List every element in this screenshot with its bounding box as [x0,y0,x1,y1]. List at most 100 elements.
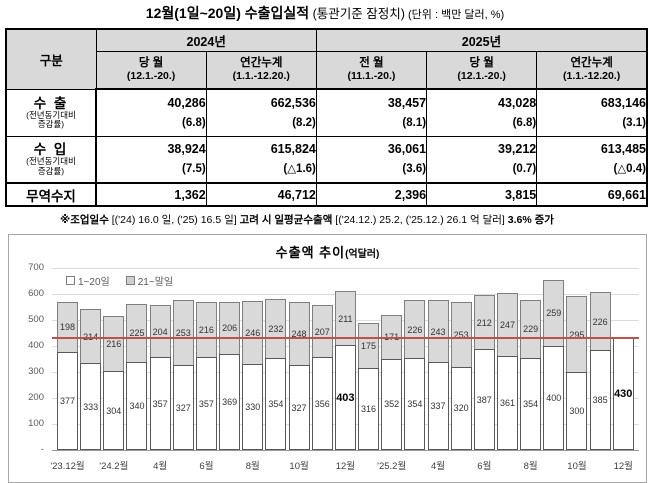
gridline [52,268,639,269]
bar-segment-1-20: 357 [149,357,171,450]
footnote-part-1: ※조업일수 [60,214,112,226]
bar-segment-21-end: 253 [450,302,472,368]
bar-segment-1-20: 327 [288,365,310,450]
exports-2025-month: 43,028 (6.8) [426,88,538,137]
bar-segment-21-end: 232 [265,298,287,359]
bar-group: 216 304 [103,315,125,450]
x-tick: 6월 [196,456,217,472]
x-axis: '23.12월 '24.2월 4월 6월 8월 10월 12월 '25.2월 4월 6월 8월 10월… [50,456,639,472]
title-sub: (통관기준 잠정치) [309,7,405,21]
bar-segment-21-end: 204 [149,305,171,359]
x-tick-label: 6월 [199,461,214,472]
bar-group: 253 320 [450,302,472,450]
export-trend-chart: 수출액 추이(억달러) 700 600 500 400 300 200 100- 198 37… [8,234,647,483]
bar-segment-1-20: 333 [80,363,102,450]
bar-segment-1-20: 304 [103,371,125,450]
balance-2025-prev-month: 2,396 [315,182,428,207]
chart-title-unit: (억달러) [345,249,380,260]
bar-segment-21-end: 229 [520,299,542,359]
bar-segment-1-20: 340 [126,361,148,450]
bar-segment-1-20: 354 [404,358,426,450]
bar-segment-1-20: 387 [473,349,495,450]
bar-segment-21-end: 247 [496,292,518,358]
bar-segment-21-end: 206 [219,301,241,356]
bar-segment-21-end: 295 [566,296,588,373]
bar-group: 226 385 [589,292,611,450]
x-tick-label: 12월 [613,461,633,472]
bar-segment-21-end: 211 [334,291,356,347]
x-tick [543,456,564,472]
y-tick-label: 600 [28,288,44,299]
bar-segment-1-20: 361 [496,356,518,450]
balance-2024-month: 1,362 [95,182,207,207]
x-tick: 8월 [242,456,263,472]
bar-group: 207 356 [311,304,333,450]
footnote-part-3: 고려 시 일평균수출액 [239,214,336,226]
x-tick-label: 12월 [335,461,356,472]
bar-group: 211 403 [334,291,356,450]
bar-segment-21-end: 216 [103,315,125,372]
bar-group: 295 300 [566,296,588,450]
bar-group: 247 361 [496,292,518,450]
imports-2025-month: 39,212 (0.7) [426,135,538,184]
bar-group: 204 357 [149,305,171,450]
x-tick-label: 4월 [153,461,168,472]
bar-group: 248 327 [288,301,310,450]
title-unit-note: (단위 : 백만 달러, %) [404,9,505,21]
document-title: 12월(1일~20일) 수출입실적 (통관기준 잠정치) (단위 : 백만 달러… [0,0,650,24]
bar-group: 246 330 [242,301,264,450]
legend-item-1-20: 1~20일 [66,273,110,288]
year-header-2025: 2025년 [315,28,648,52]
y-tick-label: 300 [28,366,44,377]
x-tick-label: 6월 [477,461,492,472]
bar-segment-21-end: 214 [80,308,102,365]
imports-2025-prev-month: 36,061 (3.6) [315,135,428,184]
year-header-2024: 2024년 [95,28,317,52]
x-tick: 10월 [289,456,310,472]
chart-title-main: 수출액 추이 [275,245,346,260]
x-tick-label: 8월 [523,461,538,472]
bar-group: 232 354 [265,298,287,450]
y-tick-label: 100 [28,418,44,429]
bar-segment-21-end: 248 [288,301,310,366]
bar-group: 259 400 [543,279,565,450]
bar-segment-1-20: 354 [265,358,287,450]
bar-series: 1983772143332163042253402043572533272163… [52,268,639,450]
bar-segment-21-end: 253 [172,300,194,366]
bar-group: 214333 [80,308,102,450]
x-tick [497,456,518,472]
bar-segment-21-end: 225 [126,304,148,363]
x-tick: 6월 [474,456,495,472]
col-header-2025-month: 당 월 (12.1.-20.) [426,50,538,90]
plot-area: 1983772143332163042253402043572533272163… [52,268,639,451]
x-tick [451,456,472,472]
x-tick-label: 8월 [245,461,260,472]
bar-segment-1-20: 316 [358,367,380,450]
imports-2025-cumulative: 613,485 (△0.4) [536,135,648,184]
x-tick-label: '23.12월 [50,461,85,472]
bar-segment-1-20: 330 [242,364,264,450]
bar-segment-21-end: 198 [57,301,78,353]
x-tick-label: '25.2월 [377,461,407,472]
bar-segment-1-20: 369 [219,354,241,450]
exports-2024-month: 40,286 (6.8) [95,88,207,137]
bar-segment-21-end: 226 [589,292,611,351]
x-tick [358,456,379,472]
y-axis: 700 600 500 400 300 200 100 - [13,262,50,455]
x-axis-line [52,450,639,451]
imports-2024-month: 38,924 (7.5) [95,135,207,184]
bar-group: 229 354 [520,299,542,450]
x-tick [265,456,286,472]
x-tick: 4월 [150,456,171,472]
y-tick-label: 500 [28,314,44,325]
bar-segment-21-end: 216 [195,302,217,359]
x-tick [404,456,425,472]
x-tick: 12월 [335,456,356,472]
exports-2025-cumulative: 683,146 (3.1) [536,88,648,137]
x-tick: 8월 [520,456,541,472]
bar-group: 226 354 [404,300,426,450]
bar-group: 175 316 [358,323,380,450]
bar-segment-1-20: 352 [381,358,403,450]
x-tick [590,456,611,472]
